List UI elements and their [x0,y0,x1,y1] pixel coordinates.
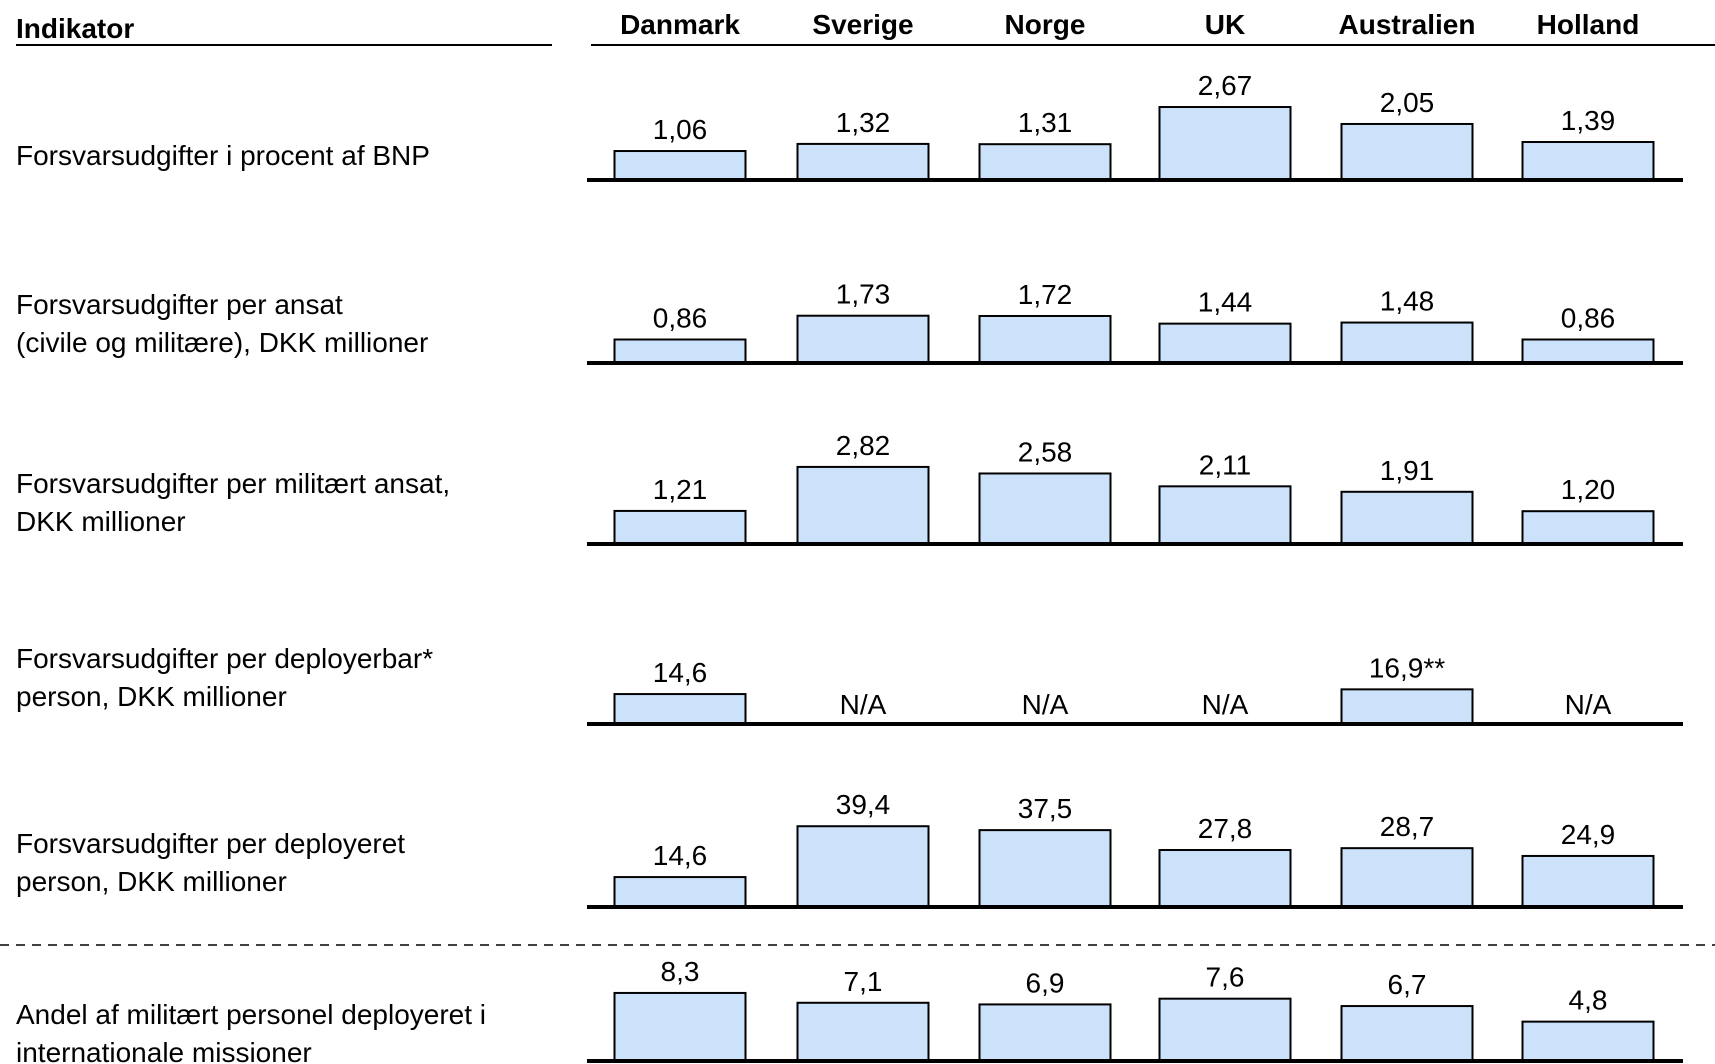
value-label: 1,44 [1198,287,1253,318]
value-label: 0,86 [653,302,708,333]
column-header: Norge [1005,9,1086,40]
value-label: 2,67 [1198,70,1253,101]
bar [1158,106,1292,181]
bar [1158,997,1292,1062]
value-label: N/A [1565,689,1612,720]
value-label: 1,21 [653,474,708,505]
bar [1521,1020,1655,1063]
value-label: 2,11 [1199,449,1251,480]
bar [978,314,1112,364]
bar [796,142,930,181]
value-label: 39,4 [836,789,891,820]
bar [613,876,747,909]
bar [1340,321,1474,364]
bar [613,150,747,182]
bar [1521,141,1655,181]
value-label: 1,48 [1380,286,1435,317]
value-label: N/A [1202,689,1249,720]
value-label: 1,73 [836,279,891,310]
bar [1521,338,1655,365]
bar [613,509,747,545]
value-label: 2,05 [1380,87,1435,118]
value-label: 0,86 [1561,302,1616,333]
bar [1158,849,1292,909]
bar [1340,490,1474,545]
bar [1521,854,1655,909]
bar [1340,688,1474,725]
column-header: Sverige [812,9,913,40]
value-label: 6,9 [1026,967,1065,998]
column-header: Holland [1537,9,1640,40]
bar [1521,510,1655,546]
bar [1158,485,1292,545]
bar [796,1001,930,1063]
value-label: 1,06 [653,114,708,145]
value-label: 2,82 [836,430,891,461]
value-label: 7,6 [1206,962,1245,993]
row-label: Andel af militært personel deployeret i … [16,999,487,1064]
bar [978,472,1112,546]
bar [796,465,930,546]
value-label: 1,31 [1018,107,1073,138]
bar [1340,847,1474,908]
value-label: 4,8 [1569,985,1608,1016]
value-label: 24,9 [1561,819,1616,850]
column-header: UK [1205,9,1245,40]
value-label: 6,7 [1388,969,1427,1000]
bar [978,829,1112,908]
value-label: 16,9** [1369,652,1445,683]
value-label: 1,72 [1018,279,1073,310]
bar [613,338,747,365]
value-label: 14,6 [653,840,708,871]
bar [1158,322,1292,365]
bar [796,825,930,908]
row-label: Forsvarsudgifter i procent af BNP [16,140,430,171]
value-label: 1,39 [1561,105,1616,136]
bar [613,693,747,726]
bar [1340,1005,1474,1062]
bar [1340,122,1474,181]
value-label: 27,8 [1198,813,1253,844]
row-label: Forsvarsudgifter per militært ansat, DKK… [16,468,451,537]
bar [613,991,747,1062]
value-label: 2,58 [1018,436,1073,467]
column-header: Danmark [620,9,740,40]
row-header: Indikator [16,13,134,44]
value-label: 1,91 [1380,455,1435,486]
value-label: N/A [840,689,887,720]
row-label: Forsvarsudgifter per deployerbar* person… [16,643,434,712]
bar [978,143,1112,181]
value-label: 14,6 [653,657,708,688]
bar [796,314,930,365]
value-label: 7,1 [844,966,883,997]
row-label: Forsvarsudgifter per deployeret person, … [16,828,406,897]
value-label: 8,3 [661,956,700,987]
row-label: Forsvarsudgifter per ansat (civile og mi… [16,289,429,358]
value-label: N/A [1022,689,1069,720]
value-label: 1,32 [836,107,891,138]
bar [978,1003,1112,1062]
value-label: 1,20 [1561,474,1616,505]
value-label: 37,5 [1018,793,1073,824]
value-label: 28,7 [1380,811,1435,842]
column-header: Australien [1339,9,1476,40]
